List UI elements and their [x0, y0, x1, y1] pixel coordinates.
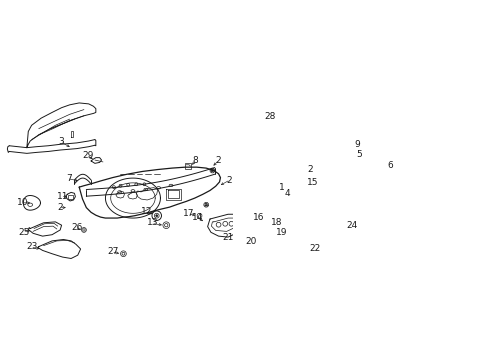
Text: 21: 21: [222, 233, 233, 242]
Bar: [68, 195, 73, 199]
Text: 2: 2: [306, 165, 312, 174]
Text: 26: 26: [71, 223, 82, 232]
Text: 5: 5: [356, 150, 362, 159]
Text: 22: 22: [308, 244, 320, 253]
Text: 4: 4: [284, 189, 290, 198]
Text: 23: 23: [26, 242, 38, 251]
Text: 2: 2: [215, 157, 221, 166]
Text: 3: 3: [59, 138, 64, 147]
Text: 13: 13: [147, 218, 158, 227]
Text: 24: 24: [346, 221, 357, 230]
Text: 8: 8: [192, 157, 198, 166]
Text: 1: 1: [278, 183, 284, 192]
Text: 12: 12: [140, 207, 152, 216]
Text: 2: 2: [226, 176, 231, 185]
Text: 17: 17: [183, 209, 194, 218]
Text: 15: 15: [306, 178, 318, 187]
Bar: [185, 163, 191, 169]
Text: 27: 27: [107, 247, 119, 256]
Circle shape: [156, 215, 157, 217]
Text: 9: 9: [354, 140, 360, 149]
Text: 14: 14: [191, 213, 203, 222]
Text: 28: 28: [264, 112, 275, 121]
Text: 18: 18: [270, 218, 282, 227]
Text: 11: 11: [57, 192, 68, 201]
Text: 7: 7: [66, 174, 71, 183]
Text: 6: 6: [386, 161, 392, 170]
Text: 19: 19: [275, 228, 286, 237]
Text: 20: 20: [245, 237, 256, 246]
Text: 16: 16: [253, 213, 264, 222]
Text: 2: 2: [58, 203, 63, 212]
Text: 25: 25: [19, 228, 30, 237]
Text: 29: 29: [82, 151, 93, 160]
Text: 10: 10: [17, 198, 28, 207]
